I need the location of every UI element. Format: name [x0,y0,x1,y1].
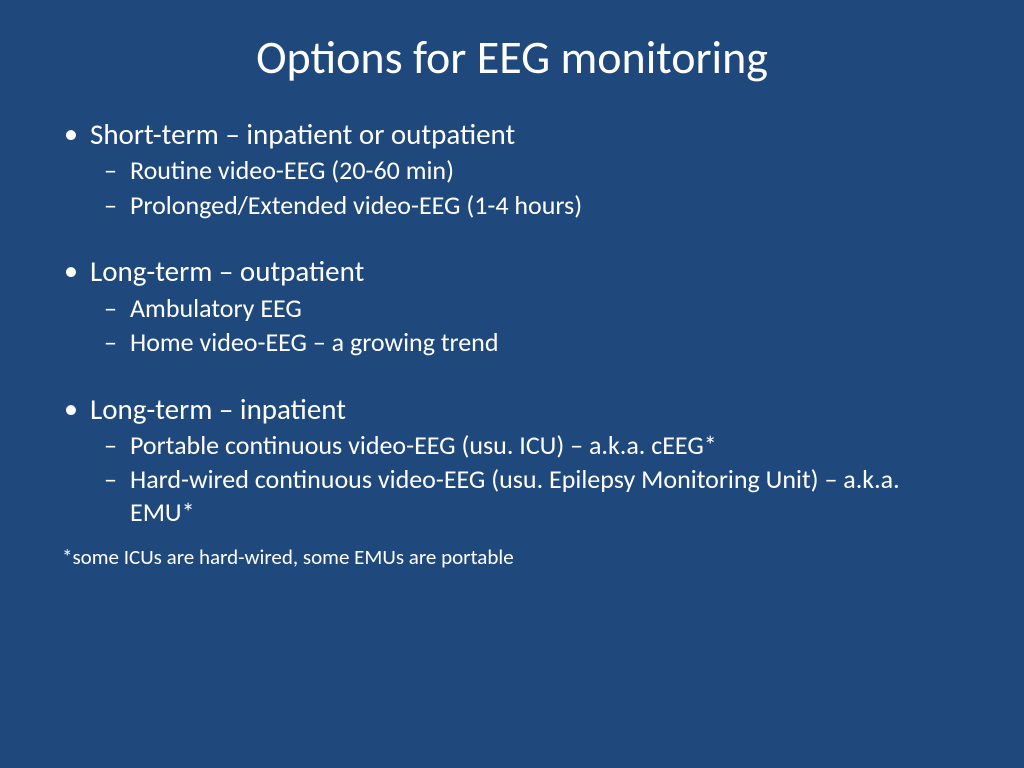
section-heading-text: Long-term – outpatient [90,253,364,289]
sub-item: Ambulatory EEG [130,292,964,325]
spacer [90,225,964,253]
sub-list: Portable continuous video-EEG (usu. ICU)… [90,429,964,529]
sub-item: Prolonged/Extended video-EEG (1-4 hours) [130,189,964,222]
slide-title: Options for EEG monitoring [60,30,964,86]
sub-item: Home video-EEG – a growing trend [130,326,964,359]
section-heading: Short-term – inpatient or outpatient Rou… [90,116,964,221]
sub-item: Hard-wired continuous video-EEG (usu. Ep… [130,463,964,528]
section-heading: Long-term – inpatient Portable continuou… [90,391,964,529]
sub-item: Portable continuous video-EEG (usu. ICU)… [130,429,964,462]
bullet-list: Short-term – inpatient or outpatient Rou… [60,116,964,528]
sub-list: Ambulatory EEG Home video-EEG – a growin… [90,292,964,359]
section-heading-text: Long-term – inpatient [90,391,346,427]
section-heading-text: Short-term – inpatient or outpatient [90,116,515,152]
slide: Options for EEG monitoring Short-term – … [0,0,1024,768]
slide-content: Short-term – inpatient or outpatient Rou… [60,116,964,748]
section-heading: Long-term – outpatient Ambulatory EEG Ho… [90,253,964,358]
spacer [90,363,964,391]
footnote: *some ICUs are hard-wired, some EMUs are… [60,544,964,570]
sub-list: Routine video-EEG (20-60 min) Prolonged/… [90,154,964,221]
sub-item: Routine video-EEG (20-60 min) [130,154,964,187]
